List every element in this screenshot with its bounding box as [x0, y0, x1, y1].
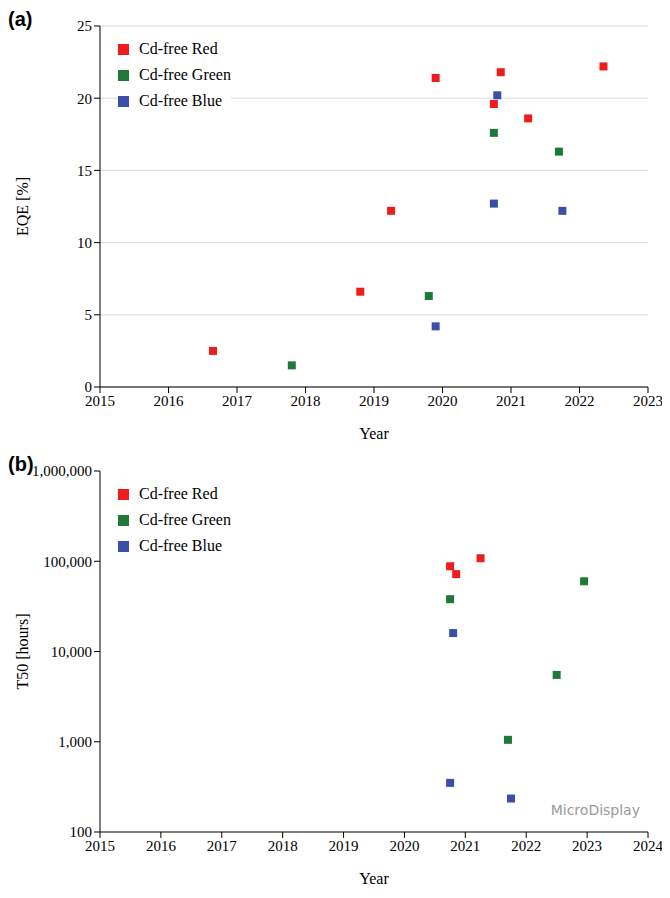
html-text:Cd-free Green: Cd-free Green: [139, 511, 231, 528]
svg-text:2015: 2015: [85, 392, 115, 409]
svg-text:2016: 2016: [154, 393, 185, 409]
svg-text:T50 [hours]: T50 [hours]: [14, 614, 31, 690]
svg-text:10: 10: [77, 235, 92, 251]
html-text:Cd-free Red: Cd-free Red: [139, 485, 218, 502]
svg-text:5: 5: [85, 307, 93, 323]
html-text:Cd-free Green: Cd-free Green: [139, 66, 231, 83]
svg-text:2016: 2016: [146, 838, 177, 854]
svg-text:2021: 2021: [496, 393, 526, 409]
svg-text:1,000,000: 1,000,000: [32, 463, 92, 479]
svg-text:2020: 2020: [428, 393, 458, 409]
svg-text:2019: 2019: [329, 838, 359, 854]
svg-text:2020: 2020: [389, 838, 419, 854]
html-text:(a): (a): [8, 8, 33, 30]
svg-text:2018: 2018: [268, 838, 298, 854]
svg-text:EQE [%]: EQE [%]: [14, 177, 31, 236]
svg-text:Year: Year: [359, 870, 389, 887]
svg-text:2018: 2018: [291, 393, 321, 409]
svg-text:100,000: 100,000: [43, 554, 92, 570]
svg-text:2021: 2021: [450, 838, 480, 854]
svg-text:Year: Year: [359, 425, 389, 442]
svg-text:2024: 2024: [633, 838, 662, 854]
html-text:(b): (b): [8, 453, 34, 475]
svg-text:100: 100: [70, 824, 93, 840]
svg-text:2022: 2022: [565, 393, 595, 409]
svg-text:0: 0: [85, 379, 93, 395]
svg-text:2015: 2015: [85, 837, 115, 854]
svg-text:10,000: 10,000: [51, 644, 92, 660]
svg-text:2017: 2017: [207, 838, 238, 854]
svg-text:2017: 2017: [222, 393, 253, 409]
svg-text:20: 20: [77, 91, 92, 107]
html-text:Cd-free Blue: Cd-free Blue: [139, 92, 223, 109]
html-text:Cd-free Red: Cd-free Red: [139, 40, 218, 57]
svg-text:25: 25: [77, 18, 92, 34]
svg-text:15: 15: [77, 163, 92, 179]
svg-text:1,000: 1,000: [58, 734, 92, 750]
svg-text:2019: 2019: [359, 393, 389, 409]
html-text:MicroDisplay: MicroDisplay: [550, 802, 640, 818]
svg-text:2022: 2022: [511, 838, 541, 854]
svg-text:2023: 2023: [572, 838, 602, 854]
svg-text:2023: 2023: [633, 393, 662, 409]
html-text:Cd-free Blue: Cd-free Blue: [139, 537, 223, 554]
